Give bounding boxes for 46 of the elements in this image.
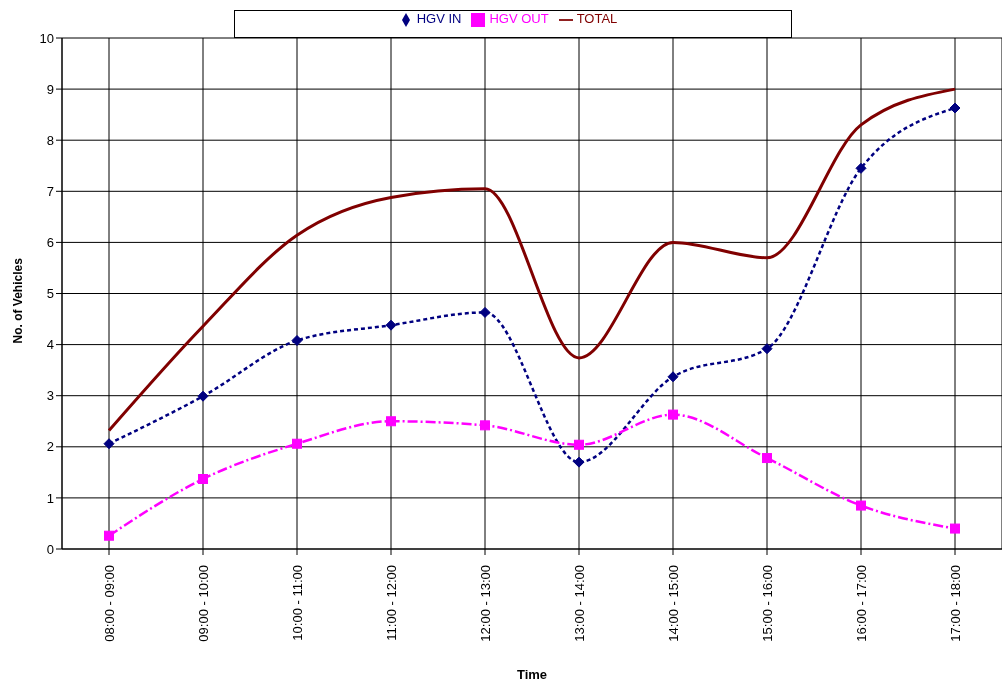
point [104, 530, 114, 541]
point [950, 523, 960, 534]
y-tick-label: 9 [46, 81, 54, 97]
point [762, 453, 772, 464]
legend-label: HGV OUT [489, 11, 549, 26]
point [573, 456, 585, 468]
point [574, 439, 584, 450]
x-tick-label: 16:00 - 17:00 [853, 565, 869, 642]
y-tick-label: 0 [46, 541, 54, 557]
legend-label: TOTAL [576, 11, 618, 26]
point [385, 319, 397, 331]
point [197, 390, 209, 402]
point [856, 500, 866, 511]
y-tick-label: 3 [46, 388, 54, 404]
x-axis-title: Time [516, 667, 548, 679]
point [668, 409, 678, 420]
point [949, 102, 961, 114]
y-tick-label: 10 [39, 30, 54, 46]
y-axis-title: No. of Vehicles [11, 257, 26, 344]
point [479, 306, 491, 318]
x-tick-label: 09:00 - 10:00 [195, 565, 211, 642]
y-tick-label: 1 [46, 490, 54, 506]
y-tick-label: 8 [46, 132, 54, 148]
x-tick-label: 13:00 - 14:00 [571, 565, 587, 642]
legend-label: HGV IN [416, 11, 462, 26]
y-tick-label: 5 [46, 286, 54, 302]
y-tick-label: 2 [46, 439, 54, 455]
x-tick-label: 14:00 - 15:00 [665, 565, 681, 642]
point [103, 438, 115, 450]
y-tick-label: 4 [46, 337, 54, 353]
y-tick-label: 7 [46, 183, 54, 199]
point [761, 343, 773, 355]
x-tick-label: 10:00 - 11:00 [289, 565, 305, 641]
point [198, 473, 208, 484]
x-tick-label: 11:00 - 12:00 [383, 565, 399, 641]
point [292, 438, 302, 449]
point [480, 420, 490, 431]
point [667, 371, 679, 383]
x-tick-label: 17:00 - 18:00 [947, 565, 963, 642]
point [386, 416, 396, 427]
point [855, 162, 867, 174]
x-tick-label: 12:00 - 13:00 [477, 565, 493, 642]
x-tick-label: 08:00 - 09:00 [101, 565, 117, 642]
point [291, 335, 303, 347]
x-tick-label: 15:00 - 16:00 [759, 565, 775, 642]
y-tick-label: 6 [46, 235, 54, 251]
